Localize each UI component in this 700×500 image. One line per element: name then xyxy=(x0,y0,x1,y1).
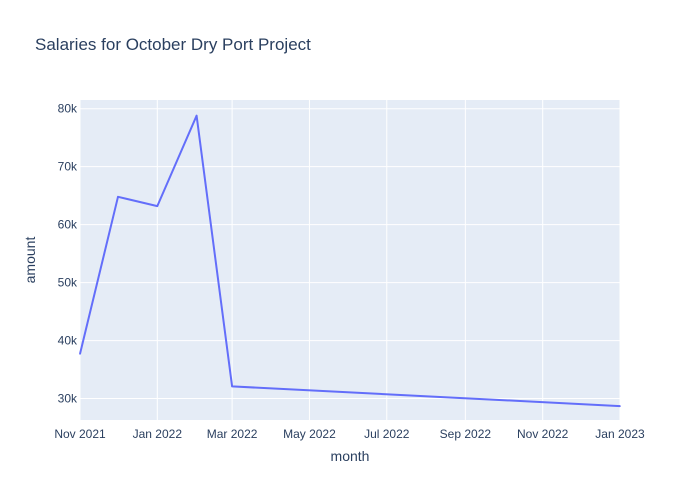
data-point xyxy=(156,205,159,207)
x-tick-label: Nov 2022 xyxy=(517,427,569,441)
series-layer xyxy=(79,114,621,408)
chart-title: Salaries for October Dry Port Project xyxy=(35,35,311,54)
y-axis-title: amount xyxy=(22,237,38,284)
y-tick-label: 30k xyxy=(58,392,78,406)
data-point xyxy=(79,353,81,355)
x-tick-label: Sep 2022 xyxy=(440,427,492,441)
y-tick-label: 60k xyxy=(58,218,78,232)
data-point xyxy=(619,405,621,407)
x-tick-label: May 2022 xyxy=(283,427,336,441)
y-tick-label: 50k xyxy=(58,276,78,290)
x-tick-label: Mar 2022 xyxy=(207,427,258,441)
grid xyxy=(79,100,621,420)
x-tick-label: Jan 2023 xyxy=(595,427,645,441)
y-tick-label: 80k xyxy=(58,102,78,116)
x-tick-label: Jan 2022 xyxy=(133,427,183,441)
series-line xyxy=(79,114,621,408)
x-tick-label: Nov 2021 xyxy=(54,427,106,441)
data-point xyxy=(117,196,119,198)
data-point xyxy=(231,385,233,388)
x-axis-ticks: Nov 2021 Jan 2022 Mar 2022 May 2022 Jul 2022… xyxy=(54,427,645,441)
data-point xyxy=(195,114,198,117)
x-axis-title: month xyxy=(331,448,370,464)
y-axis-ticks: 30k 40k 50k 60k 70k 80k xyxy=(58,102,78,406)
y-tick-label: 70k xyxy=(58,160,78,174)
plot-area xyxy=(80,100,620,420)
x-tick-label: Jul 2022 xyxy=(364,427,410,441)
y-tick-label: 40k xyxy=(58,334,78,348)
